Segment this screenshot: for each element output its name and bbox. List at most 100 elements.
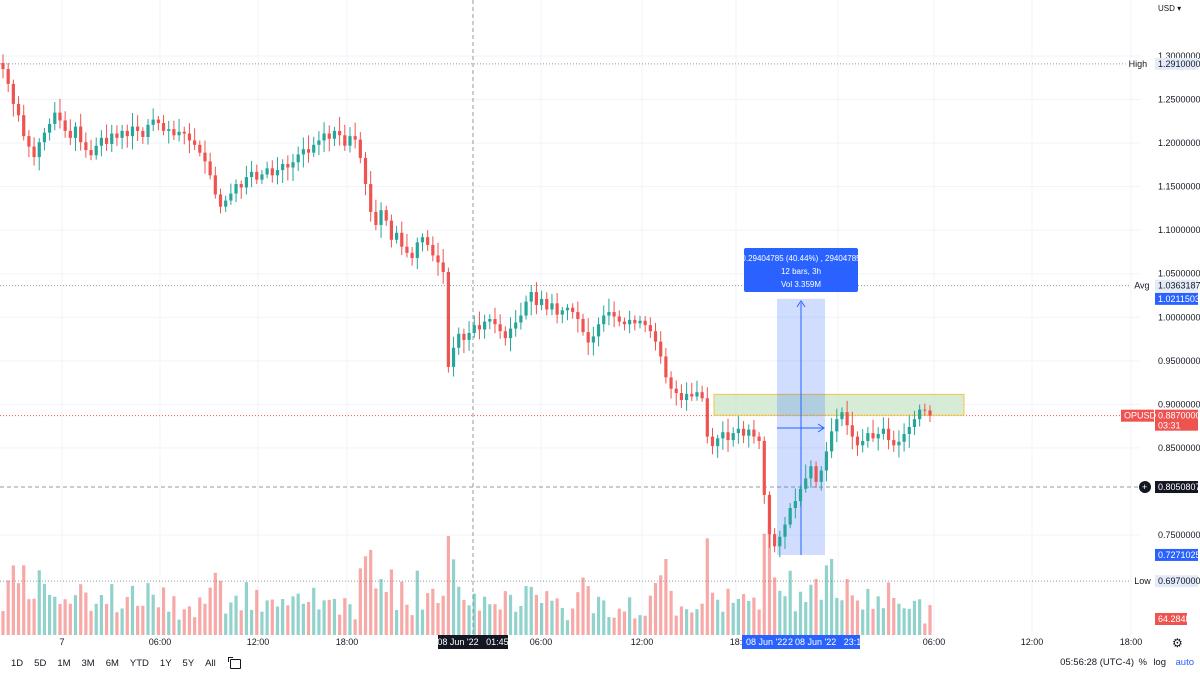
percent-toggle[interactable]: % [1138, 657, 1147, 668]
volume-bar [778, 590, 782, 635]
crosshair-time: 08 Jun '22 01:45 [437, 637, 508, 647]
candle-body [539, 298, 544, 306]
plus-circle-icon[interactable] [1139, 481, 1151, 494]
range-button-all[interactable]: All [205, 658, 216, 669]
avg-value: 1.03631878 [1158, 281, 1200, 291]
volume-bar [16, 583, 21, 635]
range-button-1d[interactable]: 1D [11, 658, 24, 669]
volume-bar [783, 596, 787, 635]
time-tick-label: 18: [730, 637, 743, 647]
candle-body [218, 194, 223, 207]
volume-bar [374, 588, 378, 635]
volume-bar [120, 608, 124, 635]
candle-body [379, 210, 383, 225]
candle-body [234, 184, 238, 194]
volume-bar [519, 605, 523, 635]
volume-bar [136, 605, 140, 635]
volume-bar [104, 603, 109, 635]
log-toggle[interactable]: log [1153, 657, 1166, 668]
candle-body [923, 409, 927, 411]
range-button-1m[interactable]: 1M [57, 658, 71, 669]
candle-body [6, 69, 10, 84]
range-bottom-tag [1155, 548, 1198, 561]
candle-body [508, 328, 513, 339]
volume-bar [182, 609, 186, 635]
volume-bar [581, 577, 585, 635]
grid [0, 0, 1140, 635]
candle-body [187, 133, 192, 141]
volume-bar [721, 611, 725, 635]
plus-icon: + [1142, 482, 1147, 492]
calendar-icon[interactable] [227, 656, 241, 669]
candle-body [762, 440, 766, 495]
volume-bar [653, 583, 658, 635]
range-button-ytd[interactable]: YTD [129, 658, 149, 669]
candle-body [767, 494, 772, 535]
currency-menu[interactable]: USD ▾ [1158, 4, 1182, 13]
arrow-right-icon [817, 423, 825, 433]
candle-body [446, 271, 450, 367]
candle-body [881, 428, 885, 434]
range-button-5y[interactable]: 5Y [182, 658, 195, 669]
high-label-tag [1125, 57, 1154, 70]
candle-body [607, 312, 611, 316]
candle-body [897, 441, 901, 446]
date-range-buttons: 1D 5D 1M 3M 6M YTD 1Y 5Y All [0, 658, 216, 669]
range-top-value: 1.02115037 [1158, 294, 1200, 304]
low-label: Low [1134, 576, 1151, 586]
candle-body [37, 142, 41, 158]
candle-body [84, 142, 88, 151]
candle-body [710, 436, 715, 447]
candle-body [514, 322, 518, 329]
candle-body [866, 433, 870, 441]
volume-bar [156, 607, 160, 635]
volume-bar [596, 596, 601, 635]
volume-bar [410, 615, 414, 635]
range-button-3m[interactable]: 3M [81, 658, 95, 669]
candle-body [664, 356, 668, 378]
volume-bar [659, 575, 663, 635]
price-tick-label: 1.05000000 [1158, 269, 1200, 279]
time-tick-label: 06:00 [149, 637, 172, 647]
volume-bar [773, 577, 777, 635]
gear-icon[interactable]: ⚙ [1172, 636, 1183, 650]
candle-body [695, 392, 699, 397]
volume-bar [850, 595, 854, 635]
candle-body [130, 126, 135, 137]
candle-body [208, 161, 212, 176]
candle-body [726, 432, 730, 441]
volume-bar [855, 600, 860, 635]
auto-toggle[interactable]: auto [1175, 657, 1195, 668]
volume-bar [472, 593, 476, 635]
candle-body [270, 168, 274, 176]
volume-bar [726, 588, 730, 635]
volume-bar [907, 608, 911, 635]
time-tick-label: 12:00 [631, 637, 654, 647]
volume-bar [560, 607, 564, 635]
range-button-6m[interactable]: 6M [105, 658, 119, 669]
range-button-5d[interactable]: 5D [34, 658, 47, 669]
bottom-toolbar: 1D 5D 1M 3M 6M YTD 1Y 5Y All 05:56:28 (UTC-4) % … [0, 652, 1200, 675]
volume-bar [638, 615, 642, 635]
candle-body [830, 431, 834, 452]
volume-bar [845, 579, 849, 635]
volume-bar [892, 597, 896, 635]
volume-bar [710, 592, 715, 635]
range-button-1y[interactable]: 1Y [159, 658, 172, 669]
candle-body [814, 466, 818, 482]
volume-bar [353, 619, 357, 635]
candle-body [358, 139, 362, 158]
candle-body [255, 171, 259, 180]
candle-body [472, 325, 476, 333]
candle-body [374, 211, 378, 225]
time-tick-label: 7 [59, 637, 64, 647]
time-axis: 7 06:00 12:00 18:00 06:00 12:00 18: 06:00 12:00 1… [59, 635, 1142, 649]
candle-body [529, 292, 533, 302]
volume-bar [483, 596, 487, 635]
volume-bar [441, 595, 445, 635]
candle-body [850, 425, 854, 437]
candle-body [405, 246, 409, 253]
candle-body [643, 320, 647, 326]
